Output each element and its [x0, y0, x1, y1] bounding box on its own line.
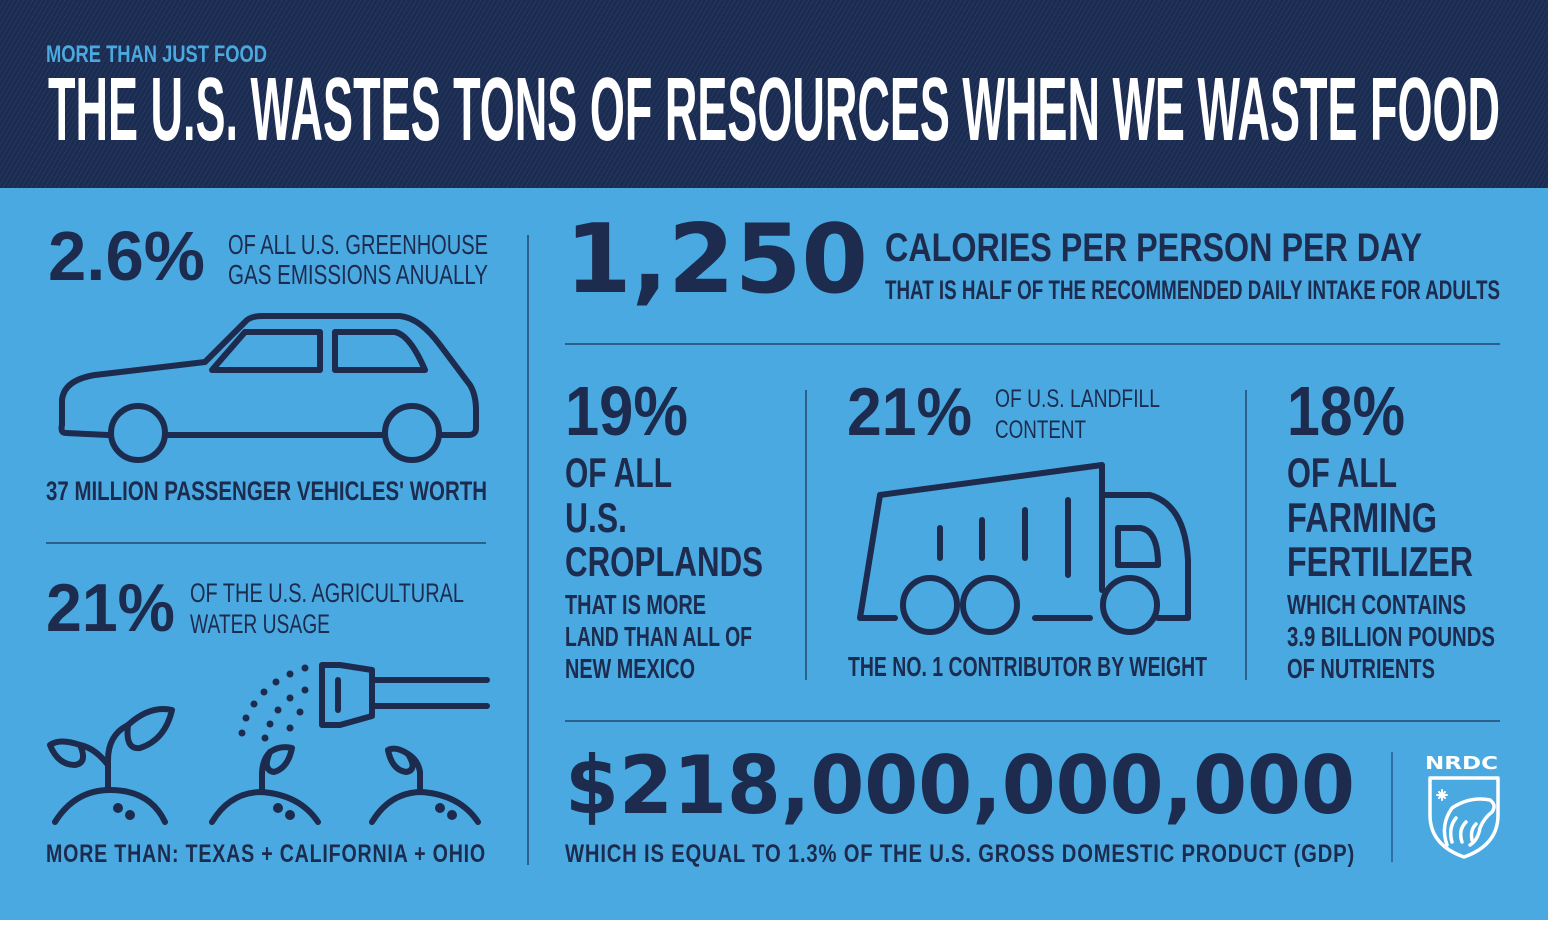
landfill-caption: THE NO. 1 CONTRIBUTOR BY WEIGHT	[848, 651, 1207, 682]
calories-desc: THAT IS HALF OF THE RECOMMENDED DAILY IN…	[885, 275, 1500, 305]
money-desc: WHICH IS EQUAL TO 1.3% OF THE U.S. GROSS…	[565, 840, 1355, 868]
fertilizer-stat: 18%	[1287, 372, 1405, 450]
divider	[1245, 390, 1247, 680]
divider	[527, 235, 529, 865]
fertilizer-headline-line1: OF ALL	[1287, 449, 1397, 496]
nrdc-logo-text: NRDC	[1425, 753, 1498, 774]
divider	[1391, 752, 1393, 862]
water-stat: 21%	[46, 570, 175, 646]
divider	[565, 343, 1500, 345]
fertilizer-desc-line3: OF NUTRIENTS	[1287, 653, 1435, 684]
fertilizer-headline-line2: FARMING	[1287, 494, 1437, 541]
croplands-desc-line2: LAND THAN ALL OF	[565, 621, 752, 652]
emissions-stat: 2.6%	[48, 217, 205, 295]
croplands-headline-line2: U.S.	[565, 494, 627, 541]
page-title: THE U.S. WASTES TONS OF RESOURCES WHEN W…	[48, 60, 1500, 160]
bottom-border	[0, 920, 1548, 926]
divider	[805, 390, 807, 680]
landfill-desc-line1: OF U.S. LANDFILL	[995, 385, 1160, 413]
croplands-desc-line3: NEW MEXICO	[565, 653, 695, 684]
landfill-stat: 21%	[847, 374, 972, 450]
water-desc-line2: WATER USAGE	[190, 609, 330, 639]
divider	[46, 542, 486, 544]
fertilizer-desc-line1: WHICH CONTAINS	[1287, 589, 1466, 620]
water-caption: MORE THAN: TEXAS + CALIFORNIA + OHIO	[46, 840, 486, 868]
calories-stat: 1,250	[565, 205, 868, 315]
emissions-caption: 37 MILLION PASSENGER VEHICLES' WORTH	[46, 476, 487, 506]
calories-headline: CALORIES PER PERSON PER DAY	[885, 226, 1422, 270]
divider	[565, 720, 1500, 722]
landfill-desc-line2: CONTENT	[995, 416, 1086, 444]
kicker: MORE THAN JUST FOOD	[46, 41, 267, 68]
croplands-stat: 19%	[565, 372, 688, 450]
water-desc-line1: OF THE U.S. AGRICULTURAL	[190, 578, 464, 608]
money-stat: $218,000,000,000	[565, 739, 1355, 832]
fertilizer-headline-line3: FERTILIZER	[1287, 538, 1473, 585]
fertilizer-desc-line2: 3.9 BILLION POUNDS	[1287, 621, 1495, 652]
croplands-headline-line3: CROPLANDS	[565, 538, 763, 585]
croplands-headline-line1: OF ALL	[565, 449, 672, 496]
emissions-desc-line2: GAS EMISSIONS ANUALLY	[228, 259, 488, 290]
emissions-desc-line1: OF ALL U.S. GREENHOUSE	[228, 229, 488, 260]
header-banner	[0, 0, 1548, 188]
croplands-desc-line1: THAT IS MORE	[565, 589, 706, 620]
